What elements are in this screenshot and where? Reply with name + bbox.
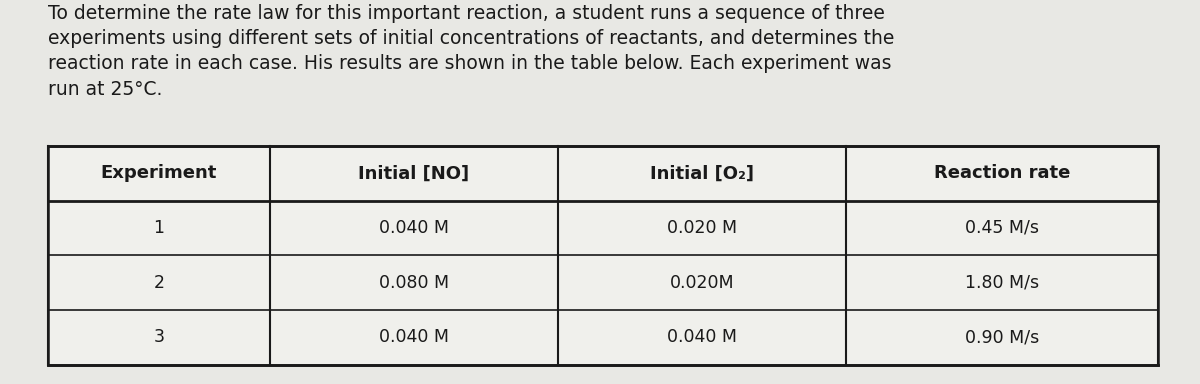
Text: 0.040 M: 0.040 M <box>379 219 449 237</box>
Text: 2: 2 <box>154 274 164 292</box>
Text: Reaction rate: Reaction rate <box>934 164 1070 182</box>
Text: 0.040 M: 0.040 M <box>667 328 737 346</box>
Text: Initial [NO]: Initial [NO] <box>359 164 469 182</box>
Text: 0.90 M/s: 0.90 M/s <box>965 328 1039 346</box>
Text: 0.040 M: 0.040 M <box>379 328 449 346</box>
Text: 1.80 M/s: 1.80 M/s <box>965 274 1039 292</box>
FancyBboxPatch shape <box>48 146 1158 365</box>
Text: 0.020M: 0.020M <box>670 274 734 292</box>
Text: 0.45 M/s: 0.45 M/s <box>965 219 1039 237</box>
Text: 0.020 M: 0.020 M <box>667 219 737 237</box>
Text: 0.080 M: 0.080 M <box>379 274 449 292</box>
Text: Experiment: Experiment <box>101 164 217 182</box>
Text: 3: 3 <box>154 328 164 346</box>
Text: To determine the rate law for this important reaction, a student runs a sequence: To determine the rate law for this impor… <box>48 4 894 99</box>
Text: Initial [O₂]: Initial [O₂] <box>650 164 754 182</box>
Text: 1: 1 <box>154 219 164 237</box>
